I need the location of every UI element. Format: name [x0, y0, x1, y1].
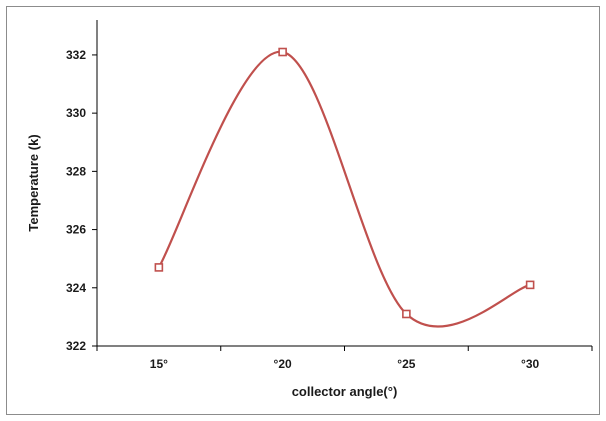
y-axis-title: Temperature (k) [26, 134, 41, 231]
y-tick-label: 330 [66, 106, 86, 120]
x-tick-label: °30 [521, 357, 539, 371]
y-tick-label: 332 [66, 48, 86, 62]
x-axis-title: collector angle(°) [292, 384, 398, 399]
series-line [157, 50, 531, 328]
y-tick-label: 328 [66, 164, 86, 178]
y-tick-label: 324 [66, 281, 86, 295]
chart-area [6, 6, 600, 415]
data-point-marker [402, 309, 411, 319]
x-tick-label: °20 [274, 357, 292, 371]
x-tick-label: 15° [150, 357, 168, 371]
axes [96, 20, 592, 347]
plot-area [154, 47, 535, 328]
data-point-marker [525, 280, 535, 290]
x-tick-label: °25 [397, 357, 415, 371]
y-ticks: 322 324 326 328 330 332 [66, 48, 97, 353]
x-ticks: 15° °20 °25 °30 [96, 346, 593, 371]
data-point-marker [278, 47, 287, 57]
y-tick-label: 322 [66, 339, 86, 353]
data-point-marker [154, 263, 164, 272]
y-tick-label: 326 [66, 223, 86, 237]
